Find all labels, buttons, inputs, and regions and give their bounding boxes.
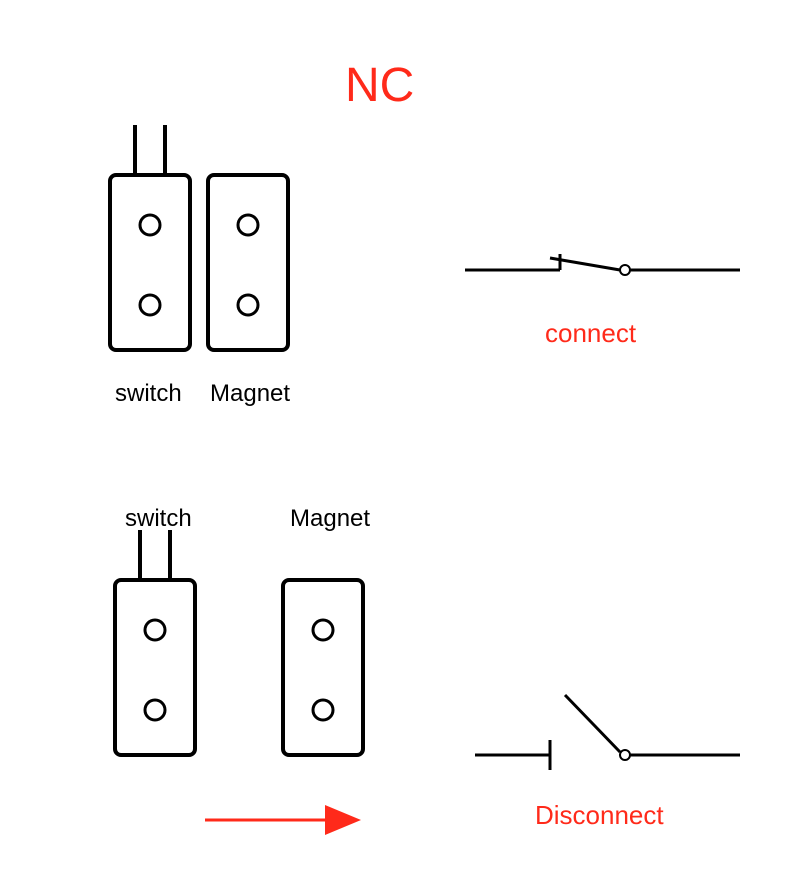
diagram-svg bbox=[0, 0, 800, 884]
